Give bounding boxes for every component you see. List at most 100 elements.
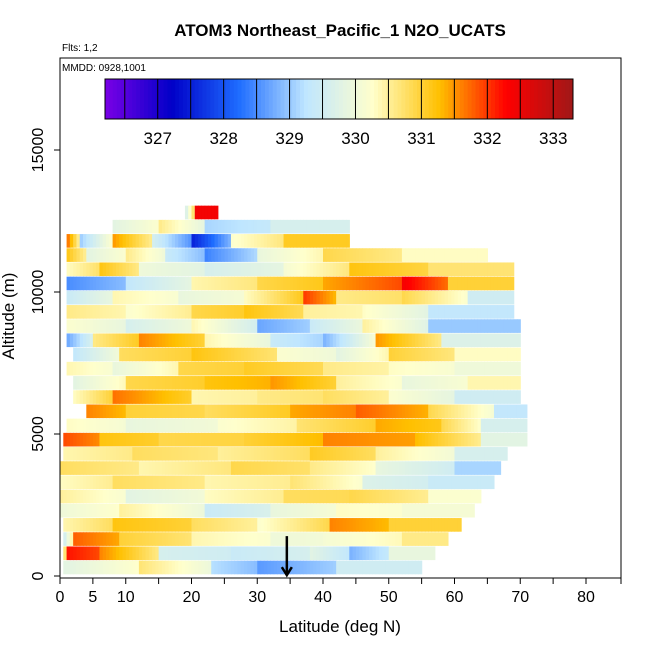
heatmap-cell bbox=[115, 219, 120, 234]
heatmap-cell bbox=[401, 390, 406, 404]
heatmap-cell bbox=[296, 290, 301, 305]
colorbar-segment bbox=[530, 79, 535, 119]
heatmap-cell bbox=[405, 432, 410, 447]
heatmap-cell bbox=[168, 319, 173, 333]
heatmap-cell bbox=[283, 361, 288, 376]
heatmap-cell bbox=[401, 376, 406, 390]
heatmap-cell bbox=[138, 390, 143, 404]
heatmap-cell bbox=[444, 347, 449, 362]
heatmap-cell bbox=[398, 333, 403, 348]
heatmap-cell bbox=[290, 475, 295, 490]
heatmap-cell bbox=[369, 376, 373, 390]
heatmap-cell bbox=[349, 432, 354, 447]
heatmap-cell bbox=[461, 461, 465, 475]
heatmap-cell bbox=[270, 219, 275, 234]
heatmap-cell bbox=[171, 376, 176, 390]
heatmap-cell bbox=[204, 532, 209, 546]
heatmap-cell bbox=[194, 560, 199, 575]
heatmap-cell bbox=[510, 418, 515, 433]
heatmap-cell bbox=[122, 347, 127, 362]
heatmap-cell bbox=[240, 503, 245, 518]
heatmap-cell bbox=[500, 361, 505, 376]
heatmap-cell bbox=[132, 404, 137, 419]
heatmap-cell bbox=[178, 305, 183, 319]
heatmap-cell bbox=[362, 447, 367, 461]
heatmap-cell bbox=[92, 560, 97, 575]
heatmap-cell bbox=[369, 347, 373, 362]
heatmap-cell bbox=[323, 489, 327, 504]
heatmap-cell bbox=[214, 262, 219, 277]
heatmap-cell bbox=[299, 503, 304, 518]
heatmap-cell bbox=[86, 432, 91, 447]
heatmap-cell bbox=[474, 319, 479, 333]
heatmap-cell bbox=[418, 376, 423, 390]
heatmap-cell bbox=[263, 361, 268, 376]
heatmap-cell bbox=[474, 489, 479, 504]
heatmap-cell bbox=[148, 404, 153, 419]
heatmap-cell bbox=[477, 404, 482, 419]
heatmap-cell bbox=[352, 276, 357, 291]
heatmap-cell bbox=[296, 347, 301, 362]
colorbar-segment bbox=[214, 79, 219, 119]
heatmap-cell bbox=[109, 361, 114, 376]
heatmap-cell bbox=[73, 333, 78, 348]
heatmap-cell bbox=[484, 290, 488, 305]
heatmap-cell bbox=[178, 234, 183, 248]
heatmap-cell bbox=[470, 489, 475, 504]
heatmap-cell bbox=[106, 276, 110, 291]
heatmap-cell bbox=[490, 305, 495, 319]
heatmap-cell bbox=[454, 262, 459, 277]
heatmap-cell bbox=[161, 361, 166, 376]
heatmap-cell bbox=[290, 305, 295, 319]
heatmap-cell bbox=[201, 560, 206, 575]
chart-title: ATOM3 Northeast_Pacific_1 N2O_UCATS bbox=[174, 21, 506, 40]
heatmap-cell bbox=[106, 347, 110, 362]
heatmap-cell bbox=[135, 248, 140, 262]
heatmap-cell bbox=[283, 305, 288, 319]
heatmap-cell bbox=[234, 503, 239, 518]
heatmap-cell bbox=[260, 546, 265, 561]
heatmap-cell bbox=[69, 276, 74, 291]
heatmap-cell bbox=[273, 503, 278, 518]
heatmap-cell bbox=[470, 418, 475, 433]
heatmap-cell bbox=[240, 475, 245, 490]
heatmap-cell bbox=[155, 418, 160, 433]
heatmap-cell bbox=[194, 276, 199, 291]
heatmap-cell bbox=[428, 248, 433, 262]
heatmap-cell bbox=[369, 560, 373, 575]
heatmap-cell bbox=[369, 333, 373, 348]
heatmap-cell bbox=[444, 489, 449, 504]
heatmap-cell bbox=[112, 305, 117, 319]
heatmap-cell bbox=[500, 347, 505, 362]
heatmap-cell bbox=[237, 305, 242, 319]
heatmap-cell bbox=[293, 276, 298, 291]
heatmap-cell bbox=[138, 248, 143, 262]
heatmap-cell bbox=[405, 461, 410, 475]
heatmap-cell bbox=[398, 518, 403, 532]
heatmap-cell bbox=[316, 347, 321, 362]
heatmap-cell bbox=[464, 290, 469, 305]
heatmap-cell bbox=[493, 432, 498, 447]
heatmap-cell bbox=[329, 248, 334, 262]
heatmap-cell bbox=[306, 418, 311, 433]
heatmap-cell bbox=[168, 518, 173, 532]
heatmap-cell bbox=[194, 532, 199, 546]
heatmap-cell bbox=[148, 532, 153, 546]
heatmap-cell bbox=[86, 532, 91, 546]
heatmap-cell bbox=[73, 503, 78, 518]
heatmap-cell bbox=[490, 418, 495, 433]
heatmap-cell bbox=[418, 305, 423, 319]
heatmap-cell bbox=[184, 205, 189, 220]
heatmap-cell bbox=[188, 205, 193, 220]
heatmap-cell bbox=[392, 290, 396, 305]
heatmap-cell bbox=[329, 532, 334, 546]
heatmap-cell bbox=[237, 518, 242, 532]
heatmap-cell bbox=[76, 447, 81, 461]
heatmap-cell bbox=[198, 376, 202, 390]
heatmap-cell bbox=[250, 305, 255, 319]
heatmap-cell bbox=[369, 276, 373, 291]
heatmap-cell bbox=[299, 518, 304, 532]
heatmap-cell bbox=[237, 347, 242, 362]
heatmap-cell bbox=[194, 290, 199, 305]
heatmap-cell bbox=[355, 319, 360, 333]
